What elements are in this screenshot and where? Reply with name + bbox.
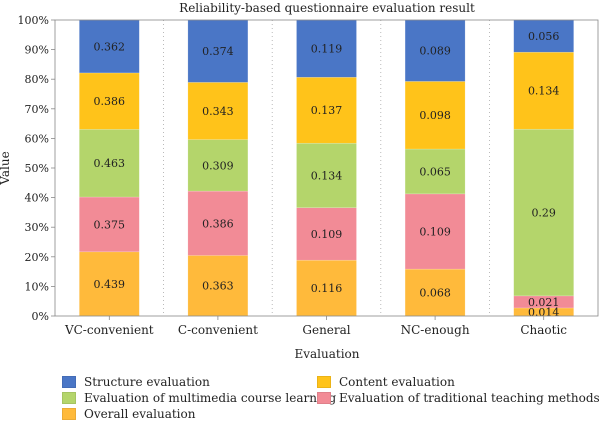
legend-swatch: [62, 408, 76, 420]
bar-segment: [187, 190, 249, 256]
y-tick-label: 80%: [25, 73, 49, 86]
y-tick-label: 30%: [25, 221, 49, 234]
legend-label: Evaluation of traditional teaching metho…: [339, 391, 600, 405]
legend-label: Evaluation of multimedia course learning: [84, 391, 337, 405]
y-axis: 0% 10% 20% 30% 40% 50% 60% 70% 80% 90% 100%: [18, 14, 55, 323]
bar-segment: [187, 139, 249, 192]
y-tick-label: 50%: [25, 162, 49, 175]
legend: Structure evaluation Content evaluation Ev…: [62, 374, 600, 422]
bar-segment: [296, 142, 357, 208]
legend-item: Evaluation of multimedia course learning: [62, 390, 336, 406]
data-label: 0.362: [94, 40, 126, 53]
data-label: 0.109: [419, 225, 451, 238]
bars-layer: [79, 19, 574, 317]
bar-segment: [296, 77, 357, 144]
x-tick-label: General: [302, 323, 350, 337]
legend-swatch: [317, 376, 331, 388]
bar-segment: [187, 82, 249, 140]
data-label: 0.134: [311, 169, 343, 182]
y-tick-label: 10%: [25, 280, 49, 293]
x-tick-label: NC-enough: [401, 323, 470, 337]
y-tick-label: 70%: [25, 103, 49, 116]
legend-label: Content evaluation: [339, 375, 455, 389]
y-axis-label: Value: [0, 151, 12, 185]
data-label: 0.439: [94, 278, 126, 291]
data-label: 0.463: [94, 157, 126, 170]
x-tick-label: C-convenient: [178, 323, 258, 337]
data-label: 0.068: [419, 287, 451, 300]
data-label: 0.363: [202, 280, 234, 293]
data-label: 0.056: [528, 30, 560, 43]
legend-item: Evaluation of traditional teaching metho…: [317, 390, 600, 406]
y-tick-label: 100%: [18, 14, 49, 27]
legend-label: Overall evaluation: [84, 407, 196, 421]
data-label: 0.098: [419, 109, 451, 122]
labels-layer: 0.439 0.375 0.463 0.386 0.362 0.363 0.386 0.309…: [94, 30, 560, 319]
bar-segment: [513, 19, 574, 53]
x-tick-label: VC-convenient: [64, 323, 154, 337]
bar-segment: [187, 255, 249, 317]
bar-segment: [513, 128, 574, 297]
data-label: 0.089: [419, 45, 451, 58]
x-axis: VC-convenient C-convenient General NC-enoug…: [64, 316, 567, 337]
y-tick-label: 40%: [25, 192, 49, 205]
y-tick-label: 90%: [25, 44, 49, 57]
data-label: 0.065: [419, 165, 451, 178]
legend-swatch: [62, 376, 76, 388]
y-tick-label: 0%: [32, 310, 49, 323]
data-label: 0.309: [202, 159, 234, 172]
data-label: 0.375: [94, 218, 126, 231]
data-label: 0.386: [202, 217, 234, 230]
y-tick-label: 60%: [25, 132, 49, 145]
x-axis-label: Evaluation: [294, 347, 359, 361]
legend-item: Structure evaluation: [62, 374, 210, 390]
bar-segment: [513, 51, 574, 130]
bar-segment: [79, 19, 140, 74]
legend-item: Overall evaluation: [62, 406, 195, 422]
data-label: 0.109: [311, 228, 343, 241]
legend-item: Content evaluation: [317, 374, 455, 390]
chart-title: Reliability-based questionnaire evaluati…: [179, 1, 475, 15]
data-label: 0.386: [94, 95, 126, 108]
x-tick-label: Chaotic: [520, 323, 567, 337]
legend-swatch: [62, 392, 76, 404]
data-label: 0.021: [528, 296, 560, 309]
data-label: 0.29: [531, 207, 556, 220]
bar-segment: [79, 196, 140, 253]
bar-segment: [296, 207, 357, 261]
data-label: 0.119: [311, 43, 343, 56]
bar-segment: [187, 19, 249, 83]
bar-segment: [296, 19, 357, 78]
bar-segment: [404, 193, 466, 270]
data-label: 0.134: [528, 85, 560, 98]
data-label: 0.116: [311, 282, 343, 295]
legend-swatch: [317, 392, 331, 404]
grid-layer: [163, 20, 490, 316]
bar-segment: [404, 148, 466, 195]
data-label: 0.343: [202, 105, 234, 118]
bar-segment: [79, 72, 140, 130]
legend-label: Structure evaluation: [84, 375, 210, 389]
y-tick-label: 20%: [25, 251, 49, 264]
bar-segment: [296, 259, 357, 317]
data-label: 0.374: [202, 45, 234, 58]
data-label: 0.137: [311, 104, 343, 117]
bar-segment: [404, 81, 466, 150]
